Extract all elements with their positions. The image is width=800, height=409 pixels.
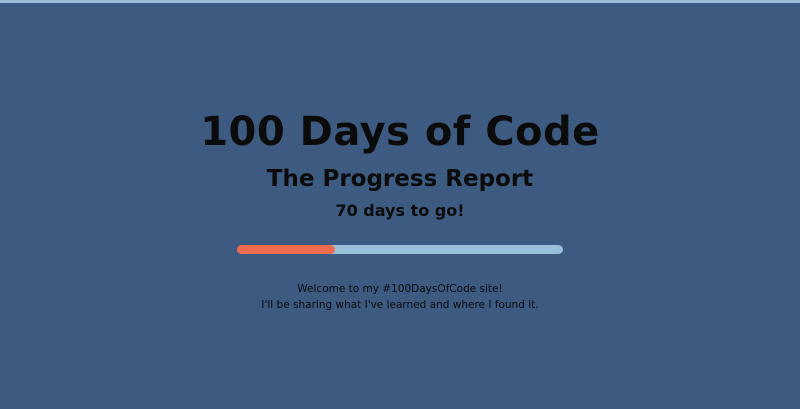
intro-line-welcome: Welcome to my #100DaysOfCode site!	[297, 283, 503, 295]
page-title: 100 Days of Code	[200, 109, 600, 155]
intro-line-description: I'll be sharing what I've learned and wh…	[261, 299, 539, 311]
page-subtitle: The Progress Report	[266, 166, 534, 192]
top-accent-strip	[0, 0, 800, 3]
progress-bar-fill	[237, 245, 335, 254]
intro-text: Welcome to my #100DaysOfCode site! I'll …	[0, 281, 800, 313]
days-remaining-text: 70 days to go!	[335, 201, 465, 220]
progress-bar	[237, 245, 563, 254]
